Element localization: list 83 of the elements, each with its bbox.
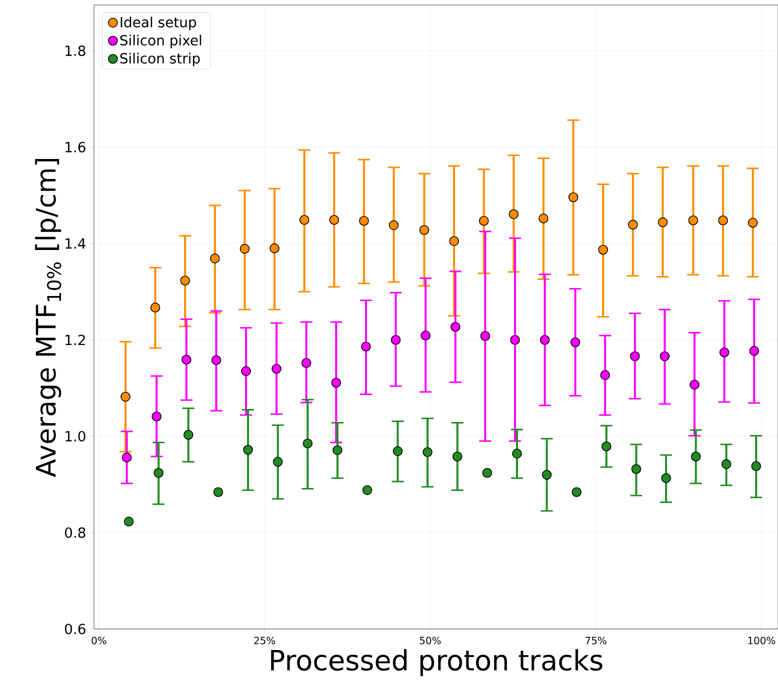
point [329,214,340,225]
point [568,192,578,202]
y-tick-label: 1.8 [66,45,86,56]
point [180,276,190,286]
legend-label: Silicon strip [120,52,200,66]
point [658,217,668,228]
y-tick-label: 1.4 [66,238,86,249]
point [661,473,671,484]
point [422,447,432,458]
point [450,322,460,332]
point [331,378,342,388]
point [480,331,490,341]
point [359,216,369,226]
point [630,351,640,362]
point [628,220,638,230]
point [538,214,548,224]
y-tick-label: 1.2 [66,334,85,346]
y-tick-label: 1.6 [66,142,86,152]
point [721,459,732,470]
point [299,214,310,225]
point [690,452,701,462]
point [449,236,459,246]
point [478,216,489,226]
y-tick-label: 1.0 [66,430,86,442]
point [690,380,700,390]
point [241,366,251,376]
point [390,334,401,345]
point [540,334,550,345]
point [542,470,552,480]
point [392,446,403,456]
x-tick-label: 50% [420,636,441,644]
point [600,370,610,380]
point [572,487,582,498]
point [688,215,698,226]
legend-label: Silicon pixel [120,34,202,48]
point [152,412,162,422]
point [482,468,492,478]
point [660,351,670,362]
point [302,438,313,448]
point [718,215,728,226]
y-axis-title: Average MTF$_{10%}$ [lp/cm] [35,158,62,478]
point [184,430,194,440]
y-tick-label: 0.8 [64,527,86,538]
point [510,334,520,345]
x-tick-label: 0% [92,636,106,644]
x-tick-label: 75% [586,636,606,644]
point [420,330,430,340]
point [120,392,130,402]
point [240,244,250,254]
point [243,444,253,455]
point [211,355,222,366]
point [452,452,462,462]
point [272,364,282,374]
point [388,220,399,230]
legend-label: Ideal setup [120,16,196,30]
point [748,218,758,228]
point [362,485,372,496]
point [602,441,612,452]
point [150,302,160,312]
point [124,516,134,526]
point [301,358,312,368]
point [332,445,342,456]
point [598,244,608,255]
x-tick-label: 25% [254,636,276,644]
point [570,337,580,348]
x-tick-label: 100% [748,636,776,644]
point [272,456,283,467]
point [122,452,132,462]
y-tick-label: 0.6 [64,624,86,634]
point [210,254,220,264]
point [182,354,192,365]
point [749,346,760,356]
point [154,468,164,478]
point [419,225,430,235]
x-axis-title: Processed proton tracks [271,649,602,676]
point [270,243,280,254]
point [631,464,642,474]
point [213,487,224,498]
point [751,461,762,472]
point [512,448,522,458]
point [361,342,371,352]
point [508,209,519,220]
point [719,348,730,358]
